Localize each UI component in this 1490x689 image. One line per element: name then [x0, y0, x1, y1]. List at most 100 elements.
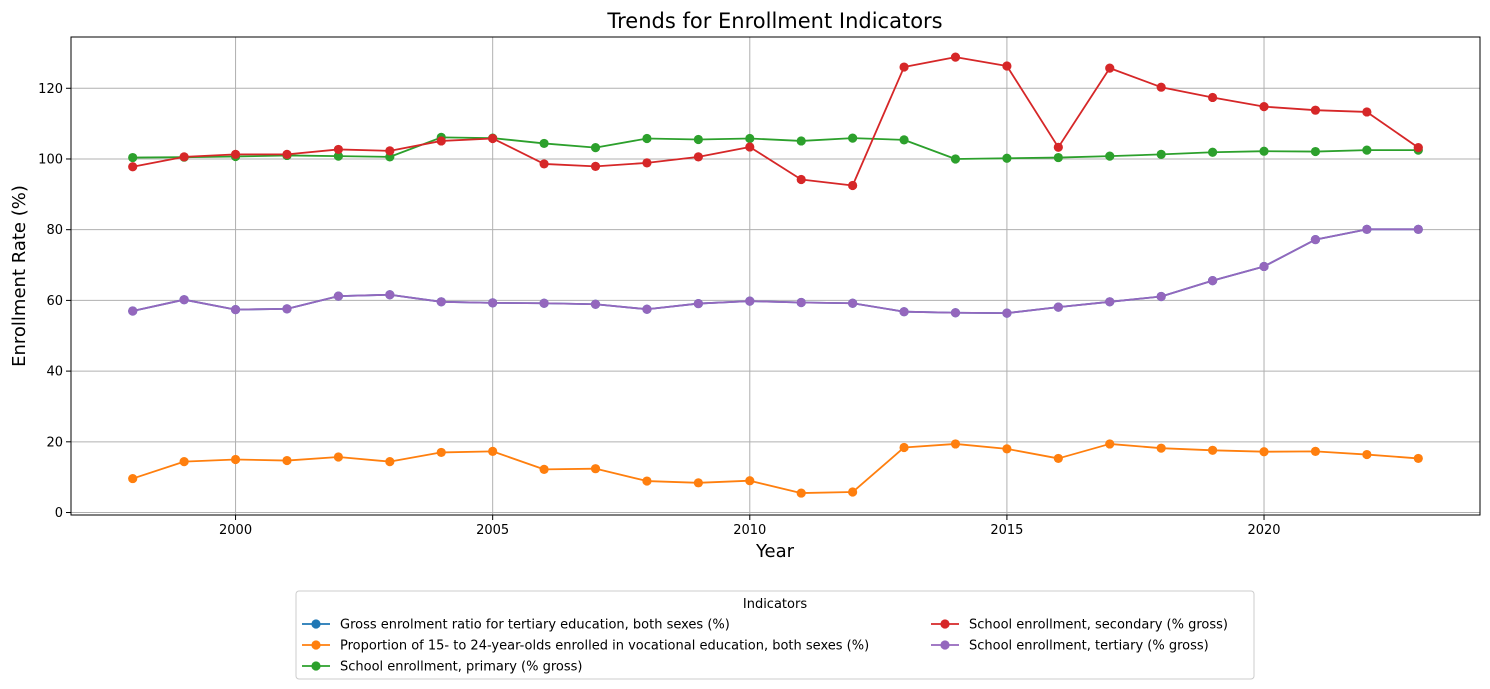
data-point: [642, 158, 652, 168]
legend-box: [295, 590, 1255, 680]
legend-marker: [940, 640, 950, 650]
data-point: [1053, 453, 1063, 464]
data-point: [539, 138, 549, 149]
data-point: [333, 144, 344, 155]
data-point: [385, 457, 395, 467]
data-point: [796, 174, 806, 185]
data-point: [1362, 224, 1372, 234]
series-line: [132, 443, 1419, 494]
y-tick-label: 20: [46, 435, 63, 450]
legend-marker: [940, 619, 950, 629]
series-line: [132, 228, 1419, 315]
data-point: [230, 149, 241, 159]
x-tick-label: 2020: [1247, 523, 1280, 538]
data-point: [1310, 146, 1321, 157]
series-line: [132, 56, 1419, 187]
data-point: [950, 154, 961, 164]
data-point: [282, 304, 292, 314]
data-point: [899, 307, 909, 317]
data-point: [796, 136, 806, 146]
data-point: [230, 304, 241, 315]
y-tick-label: 120: [38, 82, 63, 97]
data-point: [745, 476, 755, 486]
data-point: [848, 133, 858, 143]
data-point: [1156, 443, 1166, 453]
data-point: [1105, 297, 1115, 307]
data-point: [1207, 147, 1218, 157]
data-point: [848, 487, 858, 497]
data-point: [590, 299, 601, 309]
data-point: [128, 152, 138, 163]
data-point: [1105, 63, 1115, 73]
data-point: [693, 478, 703, 488]
data-point: [796, 488, 806, 498]
data-point: [488, 133, 498, 144]
data-point: [745, 296, 755, 306]
data-point: [282, 149, 292, 159]
data-point: [128, 162, 138, 172]
legend-marker: [311, 640, 321, 650]
series-3: [128, 52, 1423, 191]
legend-label: Gross enrolment ratio for tertiary educa…: [340, 618, 730, 633]
y-tick-label: 0: [55, 506, 63, 521]
data-point: [1053, 142, 1063, 152]
legend-item: Gross enrolment ratio for tertiary educa…: [302, 618, 730, 633]
data-point: [179, 152, 189, 162]
series-1: [128, 439, 1423, 498]
data-point: [1362, 145, 1372, 155]
data-point: [745, 142, 755, 152]
data-point: [230, 454, 241, 465]
data-point: [333, 291, 344, 301]
data-point: [693, 134, 703, 145]
data-point: [128, 306, 138, 316]
series-layer: [128, 52, 1423, 498]
data-point: [385, 290, 395, 300]
data-point: [1207, 445, 1218, 455]
data-point: [899, 442, 909, 453]
data-point: [1105, 151, 1115, 161]
data-point: [1053, 302, 1063, 312]
data-point: [590, 143, 601, 153]
data-point: [1002, 308, 1012, 318]
data-point: [179, 295, 189, 305]
data-point: [796, 297, 806, 308]
data-point: [488, 446, 498, 456]
data-point: [642, 476, 652, 486]
data-point: [1259, 261, 1269, 272]
data-point: [539, 159, 549, 169]
data-point: [642, 304, 652, 314]
data-point: [950, 52, 961, 62]
chart-title: Trends for Enrollment Indicators: [606, 9, 942, 33]
legend-label: School enrollment, secondary (% gross): [969, 618, 1228, 633]
data-point: [745, 133, 755, 144]
data-point: [333, 151, 344, 161]
legend-item: School enrollment, secondary (% gross): [931, 618, 1228, 633]
data-point: [899, 135, 909, 145]
data-point: [1002, 444, 1012, 454]
data-point: [385, 146, 395, 156]
legend-marker: [311, 661, 321, 671]
data-point: [1362, 107, 1372, 117]
data-point: [1053, 152, 1063, 163]
data-point: [848, 180, 858, 191]
data-point: [1413, 453, 1423, 464]
axis-ticks: 2000 2005 2010 2015 2020 0 20 40 60 80 100 120: [38, 82, 1280, 538]
x-tick-label: 2000: [219, 523, 252, 538]
data-point: [1156, 291, 1166, 302]
data-point: [590, 161, 601, 171]
y-tick-label: 60: [46, 294, 63, 309]
x-tick-label: 2010: [733, 523, 766, 538]
data-point: [693, 152, 703, 162]
data-point: [1156, 82, 1166, 92]
x-tick-label: 2005: [476, 523, 509, 538]
legend-label: Proportion of 15- to 24-year-olds enroll…: [340, 639, 869, 654]
grid-lines: [71, 37, 1480, 515]
data-point: [1259, 447, 1269, 457]
data-point: [1156, 149, 1166, 159]
data-point: [282, 455, 292, 466]
data-point: [642, 133, 652, 144]
legend-label: School enrollment, tertiary (% gross): [969, 639, 1209, 654]
data-point: [950, 439, 961, 449]
data-point: [950, 308, 961, 318]
